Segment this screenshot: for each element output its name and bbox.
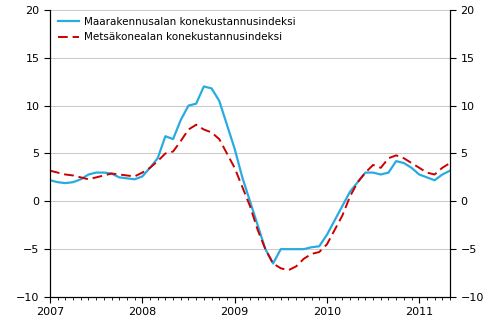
Maarakennusalan konekustannusindeksi: [47, 178, 53, 182]
Line: Maarakennusalan konekustannusindeksi: Maarakennusalan konekustannusindeksi: [50, 86, 450, 263]
Metsäkonealan konekustannusindeksi: [286, 268, 292, 272]
Metsäkonealan konekustannusindeksi: [370, 163, 376, 167]
Maarakennusalan konekustannusindeksi: [270, 261, 276, 265]
Metsäkonealan konekustannusindeksi: [301, 257, 307, 261]
Maarakennusalan konekustannusindeksi: [324, 233, 330, 237]
Maarakennusalan konekustannusindeksi: [370, 171, 376, 175]
Metsäkonealan konekustannusindeksi: [193, 123, 199, 127]
Metsäkonealan konekustannusindeksi: [47, 169, 53, 173]
Maarakennusalan konekustannusindeksi: [316, 244, 322, 248]
Metsäkonealan konekustannusindeksi: [316, 250, 322, 254]
Maarakennusalan konekustannusindeksi: [154, 156, 160, 160]
Maarakennusalan konekustannusindeksi: [301, 247, 307, 251]
Maarakennusalan konekustannusindeksi: [293, 247, 299, 251]
Maarakennusalan konekustannusindeksi: [447, 169, 453, 173]
Metsäkonealan konekustannusindeksi: [154, 159, 160, 163]
Metsäkonealan konekustannusindeksi: [447, 161, 453, 165]
Maarakennusalan konekustannusindeksi: [201, 84, 207, 88]
Metsäkonealan konekustannusindeksi: [324, 242, 330, 246]
Metsäkonealan konekustannusindeksi: [293, 264, 299, 268]
Legend: Maarakennusalan konekustannusindeksi, Metsäkonealan konekustannusindeksi: Maarakennusalan konekustannusindeksi, Me…: [54, 13, 300, 46]
Line: Metsäkonealan konekustannusindeksi: Metsäkonealan konekustannusindeksi: [50, 125, 450, 270]
